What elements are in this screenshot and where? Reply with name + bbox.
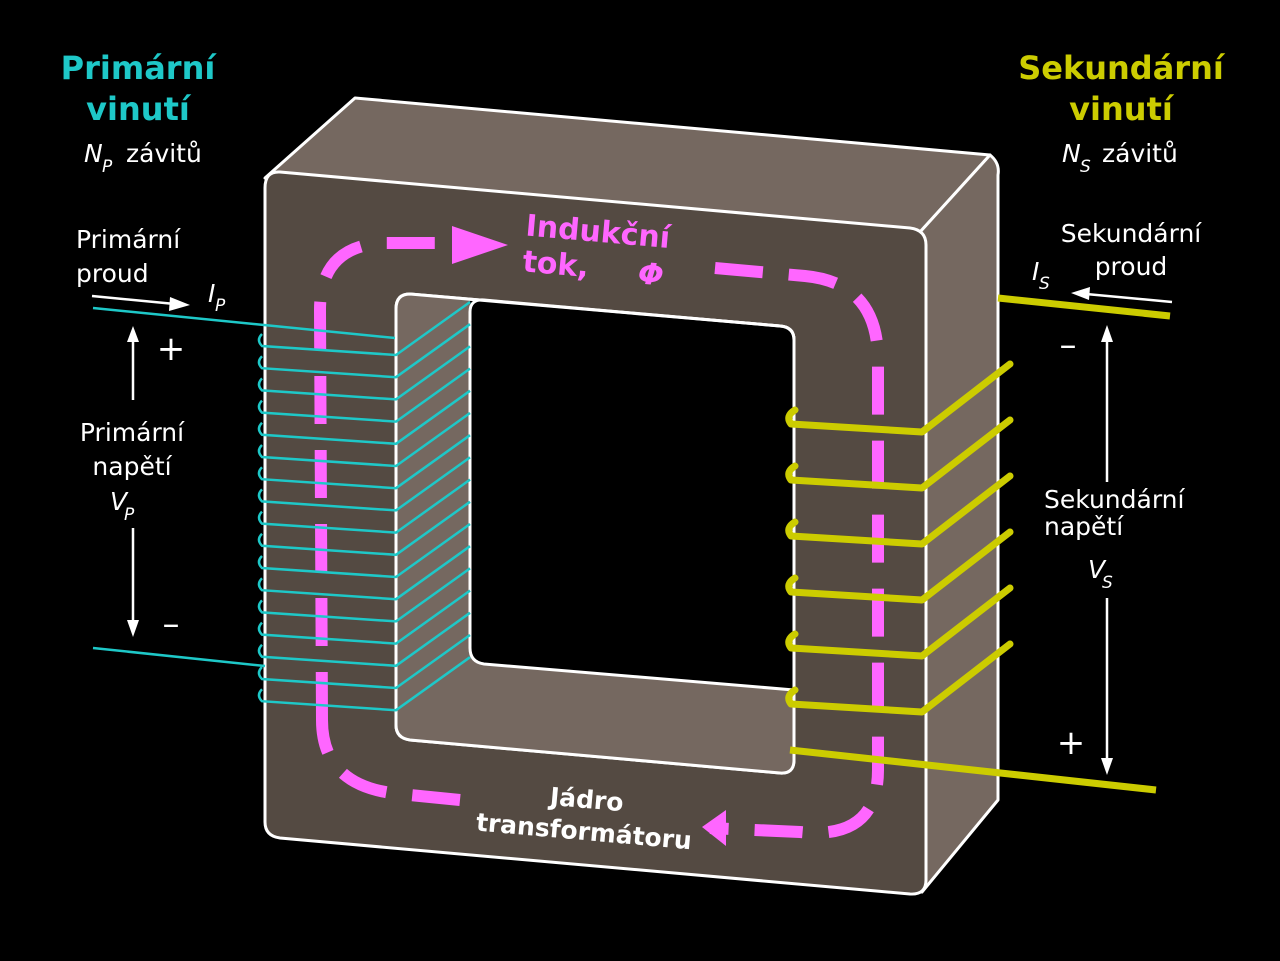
secondary-current-label-line2: proud (1095, 252, 1168, 281)
primary-coil-turn (257, 300, 471, 357)
primary-current-arrow (91, 294, 190, 311)
flux-label-line2: tok, (521, 244, 590, 285)
secondary-coil-turn (785, 640, 1014, 716)
core-side-face (918, 153, 1000, 894)
primary-coil-turn (257, 411, 471, 468)
primary-coil-turn (257, 545, 471, 601)
secondary-voltage-label-line2: napětí (1044, 512, 1124, 541)
primary-coil-turn (257, 611, 471, 668)
flux-arrow-top (452, 226, 508, 264)
core-window-outline (394, 292, 796, 775)
primary-current-label-line2: proud (76, 259, 149, 288)
secondary-turns: N S závitů (1062, 139, 1178, 177)
primary-coil-turn (257, 567, 471, 623)
primary-voltage-symbol-main: V (110, 487, 129, 516)
primary-lead-bottom (92, 646, 266, 668)
primary-coil-turn (257, 478, 471, 534)
primary-turns-word: závitů (126, 139, 202, 168)
primary-coil-turn (257, 656, 471, 712)
primary-coil-turn (257, 367, 471, 423)
secondary-plus-sign: + (1057, 723, 1086, 763)
secondary-lead-bottom (789, 746, 1157, 794)
secondary-voltage-symbol: V S (1088, 555, 1113, 593)
secondary-coil-turn (785, 472, 1014, 548)
primary-current-symbol: I P (208, 279, 226, 316)
magnetic-flux (313, 226, 884, 846)
primary-coil-turn (257, 323, 471, 379)
secondary-current-arrow (1071, 287, 1173, 304)
flux-arrow-bottom (702, 810, 726, 846)
flux-loop (313, 237, 884, 839)
secondary-coil-turn (785, 584, 1014, 660)
secondary-turns-word: závitů (1102, 139, 1178, 168)
secondary-coil-turn (785, 416, 1014, 492)
secondary-voltage-arrow (1101, 325, 1113, 775)
primary-voltage-symbol: V P (110, 487, 135, 525)
secondary-title-line2: vinutí (1069, 90, 1175, 128)
secondary-lead-top (997, 294, 1171, 320)
primary-current-symbol-main: I (208, 279, 215, 308)
primary-coil-turn (257, 345, 471, 401)
secondary-turns-symbol: N (1062, 139, 1081, 168)
primary-voltage-label-line1: Primární (80, 418, 185, 447)
secondary-turns-sub: S (1080, 157, 1091, 177)
primary-title-line2: vinutí (86, 90, 192, 128)
primary-title-line1: Primární (61, 49, 218, 87)
core-label-line1: Jádro (547, 782, 625, 817)
secondary-voltage-label-line1: Sekundární (1044, 485, 1186, 514)
primary-coil-turn (257, 522, 471, 579)
primary-turns: N P závitů (84, 139, 202, 177)
primary-turns-symbol: N (84, 139, 103, 168)
secondary-coil-turn (785, 360, 1014, 436)
secondary-title-line1: Sekundární (1018, 49, 1226, 87)
secondary-minus-sign: – (1060, 325, 1077, 365)
primary-coil-turn (257, 456, 471, 512)
primary-coil-turn (257, 434, 471, 490)
primary-minus-sign: – (163, 604, 180, 644)
flux-symbol: Φ (637, 256, 665, 293)
primary-plus-sign: + (157, 329, 186, 369)
primary-coil-turn (257, 389, 471, 446)
secondary-coil-turn (785, 528, 1014, 604)
secondary-voltage-symbol-main: V (1088, 555, 1107, 584)
primary-lead-top (92, 306, 396, 340)
secondary-winding (785, 360, 1014, 716)
core-window-hole (468, 298, 796, 692)
primary-winding (257, 300, 471, 712)
primary-turns-sub: P (102, 157, 113, 177)
primary-coil-turn (257, 589, 471, 645)
primary-coil-turn (257, 633, 471, 690)
secondary-current-symbol: I S (1032, 257, 1050, 294)
core-window-depth-left (396, 294, 794, 774)
primary-voltage-symbol-sub: P (124, 505, 135, 525)
primary-voltage-label-line2: napětí (92, 452, 172, 481)
primary-voltage-arrow (127, 326, 139, 637)
primary-current-label-line1: Primární (76, 225, 181, 254)
secondary-current-symbol-sub: S (1039, 274, 1050, 294)
secondary-current-label-line1: Sekundární (1061, 219, 1203, 248)
primary-coil-turn (257, 500, 471, 557)
primary-current-symbol-sub: P (215, 296, 226, 316)
secondary-current-symbol-main: I (1032, 257, 1039, 286)
secondary-voltage-symbol-sub: S (1102, 573, 1113, 593)
